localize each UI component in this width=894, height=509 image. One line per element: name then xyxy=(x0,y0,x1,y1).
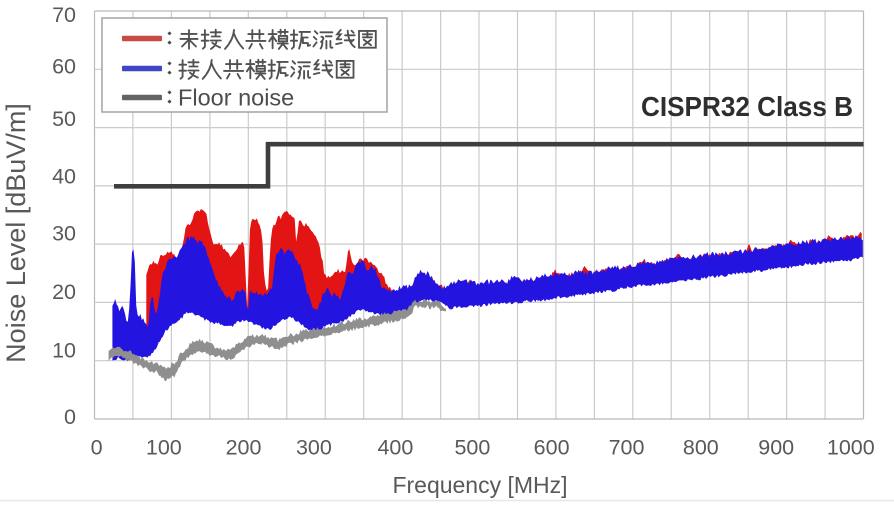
svg-text:Noise Level [dBuV/m]: Noise Level [dBuV/m] xyxy=(1,103,31,363)
svg-text:300: 300 xyxy=(296,436,332,460)
svg-text:500: 500 xyxy=(454,436,490,460)
svg-text:50: 50 xyxy=(52,107,76,131)
svg-text:800: 800 xyxy=(683,436,719,460)
svg-text:600: 600 xyxy=(534,436,570,460)
svg-text:200: 200 xyxy=(226,436,262,460)
svg-text:100: 100 xyxy=(146,436,182,460)
svg-text:40: 40 xyxy=(52,164,76,188)
svg-text:0: 0 xyxy=(91,436,103,460)
svg-text:Frequency [MHz]: Frequency [MHz] xyxy=(392,472,567,498)
svg-text:CISPR32 Class B: CISPR32 Class B xyxy=(641,91,853,122)
svg-text:700: 700 xyxy=(609,436,645,460)
svg-text:70: 70 xyxy=(52,3,76,27)
svg-text:1000: 1000 xyxy=(827,436,875,460)
svg-text:400: 400 xyxy=(377,436,413,460)
svg-text:20: 20 xyxy=(52,280,76,304)
svg-text:Floor noise: Floor noise xyxy=(178,85,294,111)
svg-text:10: 10 xyxy=(52,338,76,362)
svg-text:30: 30 xyxy=(52,222,76,246)
svg-text:60: 60 xyxy=(52,55,76,79)
svg-text:900: 900 xyxy=(758,436,794,460)
svg-text:0: 0 xyxy=(64,405,76,429)
